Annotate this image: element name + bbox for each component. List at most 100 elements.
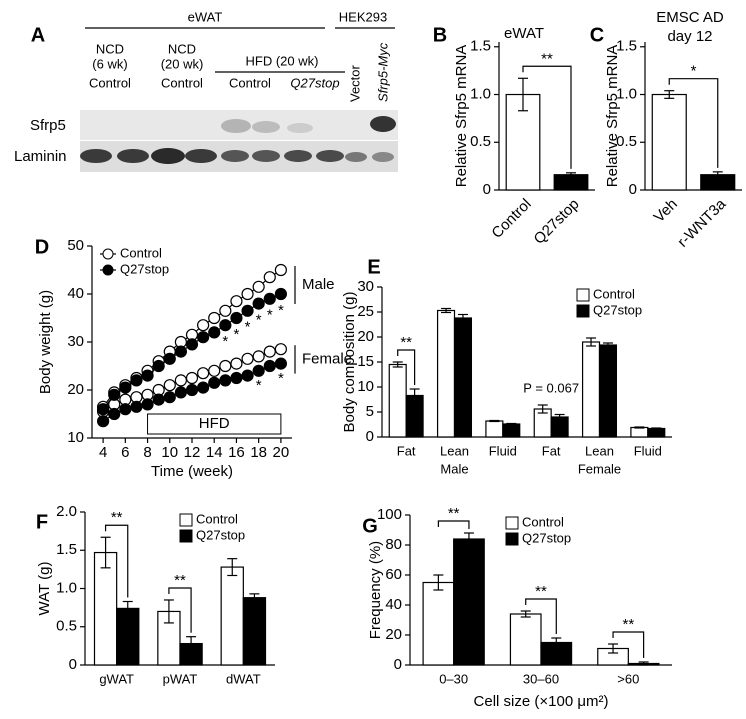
- marker: [163, 379, 176, 392]
- marker: [219, 319, 232, 332]
- marker: [174, 374, 187, 387]
- y-tick-label: 0: [69, 656, 77, 673]
- legend-marker: [102, 248, 114, 260]
- marker: [130, 374, 143, 387]
- bar: [651, 93, 687, 191]
- legend-label: Q27stop: [120, 261, 169, 276]
- sig-bracket: [668, 78, 719, 168]
- sig-label: **: [535, 583, 547, 600]
- sig-label: *: [278, 370, 284, 387]
- bar: [453, 538, 485, 666]
- marker: [263, 271, 276, 284]
- marker: [185, 338, 199, 351]
- marker: [141, 369, 154, 382]
- sig-bracket: [168, 587, 192, 633]
- marker: [197, 331, 210, 344]
- marker: [174, 386, 187, 399]
- marker: [274, 287, 287, 301]
- legend-label: Q27stop: [196, 527, 245, 542]
- lane-label: Q27stop: [290, 75, 339, 90]
- marker: [274, 343, 287, 356]
- legend-label: Control: [522, 514, 564, 529]
- band: [221, 119, 251, 133]
- x-tick-label: 14: [206, 444, 223, 461]
- x-tick-label: >60: [617, 671, 639, 686]
- band: [345, 152, 367, 162]
- y-axis-label: Body composition (g): [341, 292, 358, 433]
- row-label: Laminin: [14, 148, 67, 165]
- x-tick-label: 12: [184, 444, 201, 461]
- marker: [119, 381, 132, 394]
- marker: [263, 292, 276, 305]
- band: [372, 152, 394, 162]
- bar: [502, 423, 521, 438]
- bar: [598, 344, 618, 438]
- y-tick-label: 5: [366, 403, 374, 420]
- y-tick-label: 15: [357, 353, 374, 370]
- marker: [241, 369, 254, 382]
- marker: [274, 263, 287, 277]
- marker: [274, 357, 287, 370]
- marker: [263, 345, 276, 358]
- bar: [485, 420, 504, 438]
- band: [370, 116, 396, 132]
- bar: [93, 551, 118, 666]
- y-tick-label: 1.0: [470, 85, 491, 102]
- x-tick-label: Fluid: [634, 443, 662, 458]
- y-tick-label: 20: [67, 381, 84, 398]
- sig-bracket: [104, 524, 129, 598]
- legend-swatch: [576, 288, 590, 302]
- marker: [119, 403, 132, 416]
- sig-label: *: [234, 326, 240, 343]
- legend-label: Control: [120, 245, 162, 260]
- sig-label: *: [222, 333, 228, 350]
- bar: [436, 309, 456, 438]
- y-tick-label: 0: [629, 181, 637, 198]
- sig-label: **: [448, 505, 460, 522]
- marker: [185, 371, 199, 385]
- marker: [163, 391, 176, 404]
- x-tick-label: 16: [228, 444, 245, 461]
- bar: [422, 581, 455, 666]
- y-tick-label: 0: [366, 428, 374, 445]
- bar: [581, 341, 601, 438]
- marker: [197, 381, 210, 394]
- y-tick-label: 20: [385, 626, 402, 643]
- y-axis-label: Relative Sfrp5 mRNA: [453, 45, 470, 188]
- y-tick-label: 0: [394, 656, 402, 673]
- sig-bracket: [437, 520, 470, 529]
- marker: [208, 364, 221, 377]
- y-tick-label: 0.5: [616, 133, 637, 150]
- marker: [252, 364, 265, 377]
- x-tick-label: Q27stop: [531, 196, 583, 248]
- condition-label: NCD: [168, 41, 196, 56]
- y-tick-label: 30: [357, 278, 374, 295]
- marker: [230, 357, 243, 370]
- y-tick-label: 0.5: [470, 133, 491, 150]
- marker: [97, 403, 110, 416]
- marker: [97, 415, 110, 428]
- x-tick-label: 18: [250, 444, 267, 461]
- marker: [152, 359, 165, 373]
- y-tick-label: 1.0: [616, 85, 637, 102]
- marker: [241, 352, 254, 365]
- lane-label: Sfrp5-Myc: [375, 42, 390, 102]
- x-tick-label: pWAT: [163, 671, 198, 686]
- legend-swatch: [505, 532, 519, 546]
- sig-label: **: [111, 509, 123, 526]
- x-tick-label: Fluid: [489, 443, 517, 458]
- bar: [453, 317, 473, 438]
- band: [287, 123, 313, 133]
- y-tick-label: 25: [357, 303, 374, 320]
- treatment-label: HFD: [199, 415, 230, 432]
- legend-label: Control: [196, 511, 238, 526]
- sig-label: **: [174, 572, 186, 589]
- lane-label: Control: [229, 75, 271, 90]
- marker: [208, 311, 221, 325]
- marker: [219, 374, 232, 387]
- marker: [174, 345, 187, 358]
- bar: [220, 566, 244, 666]
- sig-label: *: [267, 307, 273, 324]
- x-tick-label: 8: [143, 444, 151, 461]
- x-tick-label: r-WNT3a: [674, 195, 729, 250]
